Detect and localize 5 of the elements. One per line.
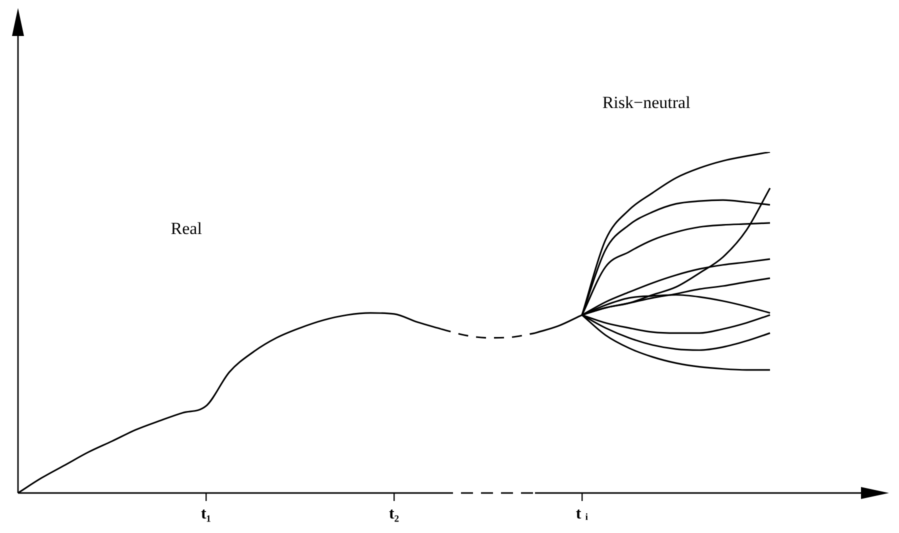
x-tick-label: t₂	[388, 506, 400, 523]
annotation: Real	[170, 218, 202, 239]
text: Risk−neutral	[602, 93, 690, 114]
x-tick-label: t ᵢ	[576, 506, 588, 523]
x-tick-label: t₁	[200, 506, 212, 523]
